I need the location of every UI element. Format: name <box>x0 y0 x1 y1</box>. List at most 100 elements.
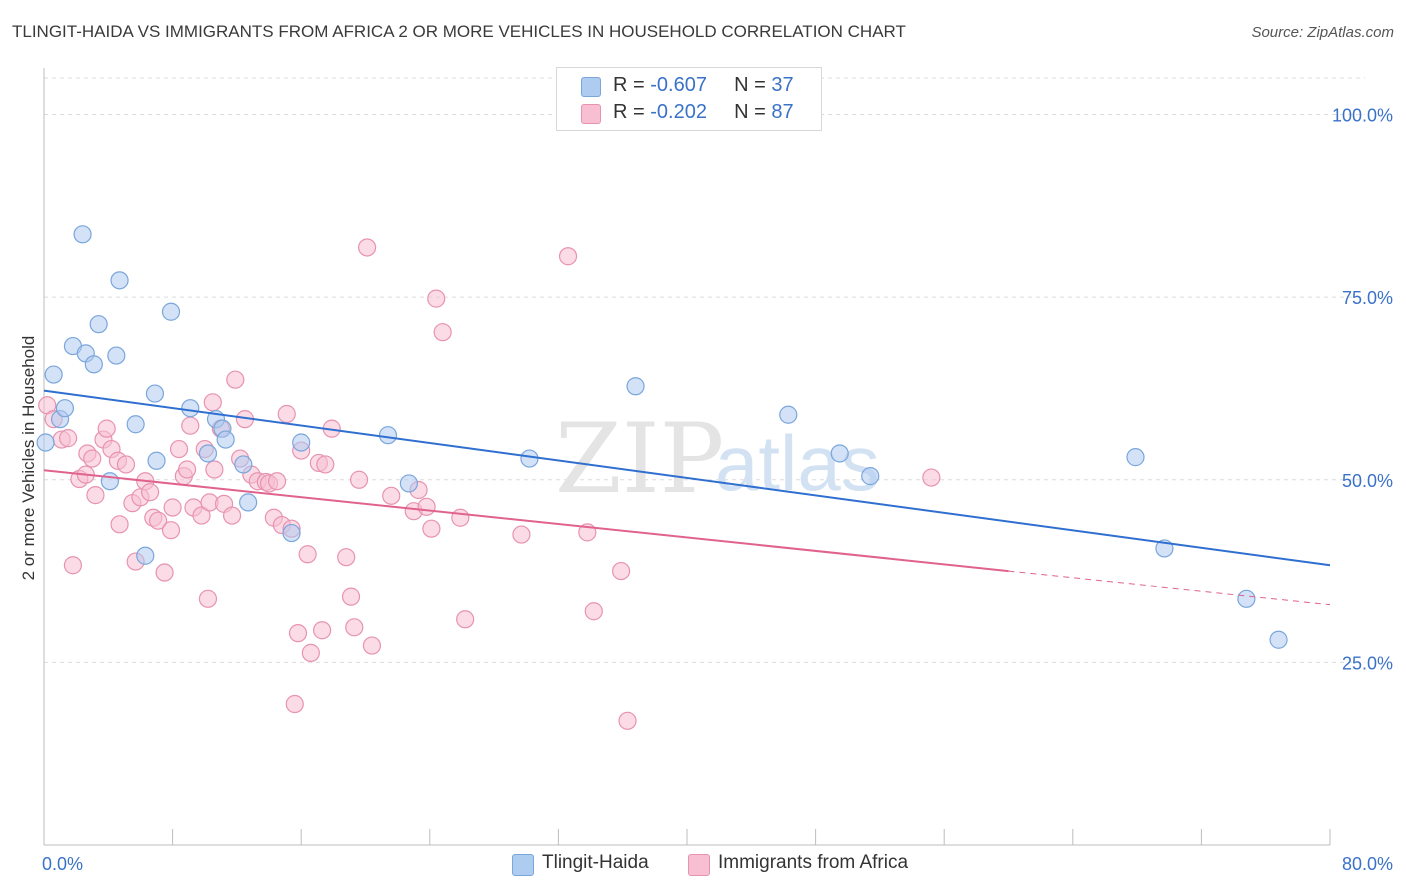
tlingit-haida-point <box>378 426 398 445</box>
n-value: 37 <box>771 74 794 96</box>
tlingit-haida-point <box>181 399 200 418</box>
chart-source: Source: ZipAtlas.com <box>1251 24 1394 41</box>
africa-point <box>288 624 308 643</box>
tlingit-haida-point <box>282 523 301 543</box>
africa-point <box>110 515 129 534</box>
africa-point <box>226 370 245 389</box>
tlingit-haida-point <box>73 225 92 244</box>
tlingit-haida-point <box>292 433 311 452</box>
africa-point <box>177 460 197 479</box>
tlingit-haida-point <box>145 384 165 403</box>
tlingit-haida-point <box>626 377 645 396</box>
y-tick-label: 75.0% <box>1342 288 1393 308</box>
africa-point <box>451 508 470 527</box>
correlation-stats-box: R = -0.607 N = 37 R = -0.202 N = 87 <box>556 67 822 131</box>
africa-point <box>558 247 578 266</box>
chart-title: TLINGIT-HAIDA VS IMMIGRANTS FROM AFRICA … <box>12 22 906 41</box>
tlingit-haida-point <box>36 433 55 452</box>
r-value: -0.202 <box>650 101 707 123</box>
africa-point <box>161 521 181 540</box>
tlingit-haida-point <box>89 315 108 334</box>
africa-point <box>140 483 160 502</box>
r-label: R = <box>613 101 651 123</box>
africa-point <box>155 563 174 582</box>
africa-point <box>298 545 317 564</box>
legend-label: Immigrants from Africa <box>718 852 909 873</box>
r-label: R = <box>613 74 651 96</box>
y-tick-label: 25.0% <box>1342 653 1393 673</box>
tlingit-haida-point <box>161 302 181 321</box>
africa-point <box>116 455 136 474</box>
x-tick-label-min: 0.0% <box>42 854 83 874</box>
tlingit-haida-point <box>136 546 155 565</box>
tlingit-haida-point <box>1237 589 1256 608</box>
africa-point <box>277 404 296 424</box>
africa-point <box>316 455 335 474</box>
tlingit-haida-point <box>1126 448 1145 467</box>
tlingit-haida-trend-line <box>43 389 1331 567</box>
y-tick-label: 50.0% <box>1342 471 1393 491</box>
africa-point <box>285 694 304 714</box>
africa-point <box>337 548 356 567</box>
tlingit-haida-point <box>830 444 849 463</box>
africa-point <box>267 472 287 491</box>
tlingit-haida-point <box>216 430 235 449</box>
blue-swatch <box>581 77 601 97</box>
tlingit-haida-point <box>107 346 126 365</box>
tlingit-haida-point <box>55 399 74 418</box>
data-points <box>36 225 1288 730</box>
africa-point <box>382 486 401 505</box>
africa-point <box>301 643 320 662</box>
africa-point <box>59 429 78 448</box>
pink-swatch <box>581 104 601 124</box>
africa-point <box>86 486 105 505</box>
n-label: N = <box>734 101 772 123</box>
watermark: ZIP atlas <box>555 403 880 515</box>
x-tick-label-max: 80.0% <box>1342 854 1393 874</box>
africa-trend-extension <box>1008 570 1331 606</box>
tlingit-haida-point <box>198 444 218 463</box>
tlingit-haida-point <box>779 405 798 424</box>
tlingit-haida-point <box>399 474 419 493</box>
africa-point <box>169 439 189 459</box>
africa-trend-line <box>43 469 1009 573</box>
watermark-zip: ZIP <box>555 403 724 515</box>
africa-point <box>358 238 377 257</box>
tlingit-haida-point <box>520 449 539 468</box>
tlingit-haida-point <box>100 472 120 491</box>
africa-point <box>512 525 531 544</box>
africa-point <box>198 589 218 608</box>
africa-point <box>362 636 382 655</box>
tlingit-haida-point <box>1269 630 1288 649</box>
africa-point <box>163 498 182 517</box>
africa-point <box>192 506 211 525</box>
n-value: 87 <box>771 101 794 123</box>
africa-point <box>345 618 364 637</box>
africa-point <box>312 621 332 640</box>
tlingit-haida-point <box>110 271 129 290</box>
africa-point <box>181 416 200 435</box>
legend-swatch-blue <box>512 854 534 876</box>
africa-point <box>63 556 83 575</box>
africa-point <box>433 323 452 342</box>
tlingit-haida-point <box>861 467 880 486</box>
n-label: N = <box>734 74 772 96</box>
africa-point <box>149 511 168 530</box>
grid-lines <box>44 77 1365 663</box>
africa-point <box>611 561 631 581</box>
africa-point <box>422 519 441 538</box>
africa-point <box>341 587 361 606</box>
y-tick-label: 100.0% <box>1332 106 1393 126</box>
tlingit-haida-point <box>126 415 145 434</box>
legend-label: Tlingit-Haida <box>542 852 649 873</box>
legend-swatch-pink <box>688 854 710 876</box>
tlingit-haida-point <box>147 451 166 470</box>
y-axis-title: 2 or more Vehicles in Household <box>19 336 38 581</box>
africa-point <box>922 468 941 487</box>
africa-point <box>456 610 475 629</box>
axes <box>43 68 1331 846</box>
africa-point <box>618 711 637 730</box>
africa-point <box>349 470 369 489</box>
africa-point <box>417 497 436 516</box>
africa-point <box>584 602 603 621</box>
